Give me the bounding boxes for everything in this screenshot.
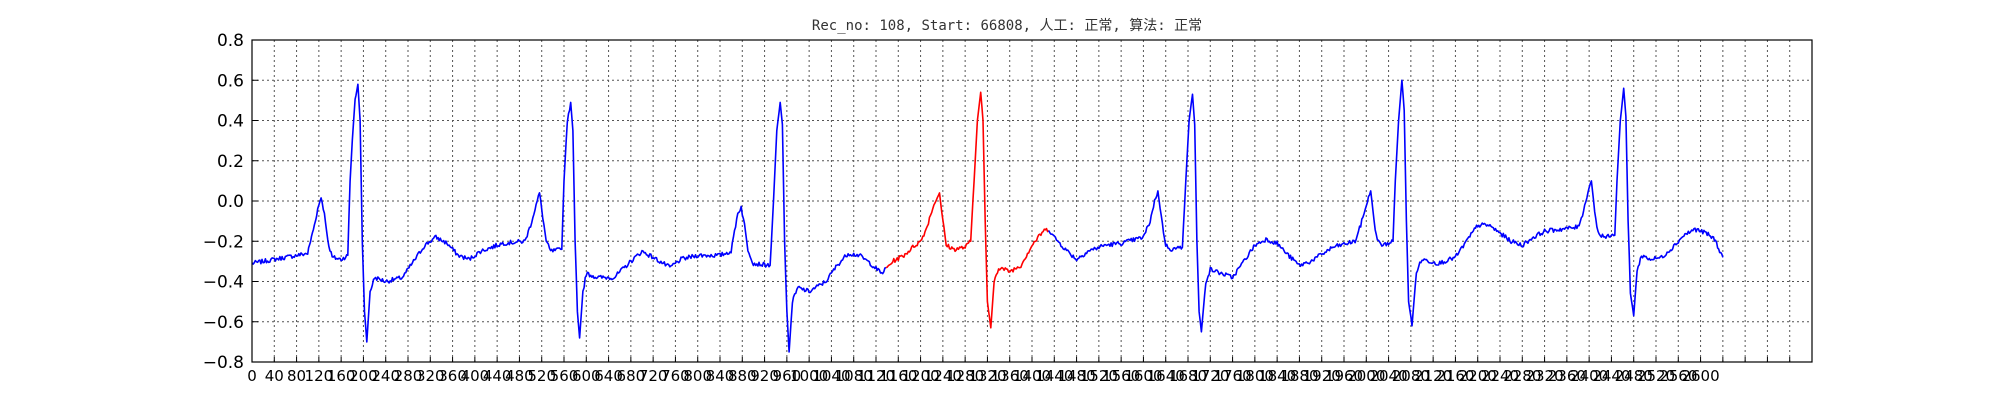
- x-tick-label: 680: [617, 367, 646, 385]
- y-tick-label: −0.6: [203, 313, 244, 333]
- x-tick-label: 880: [728, 367, 757, 385]
- x-tick-label: 720: [639, 367, 668, 385]
- x-tick-label: 400: [461, 367, 490, 385]
- x-tick-label: 320: [416, 367, 445, 385]
- x-tick-label: 1360: [991, 367, 1029, 385]
- x-tick-label: 2240: [1481, 367, 1519, 385]
- x-tick-label: 480: [505, 367, 534, 385]
- x-tick-label: 2360: [1548, 367, 1586, 385]
- x-tick-label: 2320: [1525, 367, 1563, 385]
- x-tick-label: 80: [287, 367, 306, 385]
- x-tick-label: 760: [661, 367, 690, 385]
- x-tick-label: 1440: [1035, 367, 1073, 385]
- x-tick-label: 1840: [1258, 367, 1296, 385]
- x-tick-label: 440: [483, 367, 512, 385]
- y-tick-label: 0.4: [217, 112, 244, 132]
- x-tick-label: 2520: [1637, 367, 1675, 385]
- x-tick-label: 200: [349, 367, 378, 385]
- x-tick-label: 0: [247, 367, 257, 385]
- x-tick-label: 1160: [879, 367, 917, 385]
- x-tick-label: 2440: [1592, 367, 1630, 385]
- x-tick-label: 1720: [1191, 367, 1229, 385]
- y-tick-label: 0.2: [217, 152, 244, 172]
- x-tick-label: 1640: [1147, 367, 1185, 385]
- x-tick-label: 1000: [790, 367, 828, 385]
- x-tick-label: 520: [527, 367, 556, 385]
- x-tick-label: 120: [305, 367, 334, 385]
- x-tick-label: 2080: [1392, 367, 1430, 385]
- x-tick-label: 2200: [1459, 367, 1497, 385]
- x-axis-ticks: 0 40 8012016020024028032036040044048052056…: [247, 357, 1813, 385]
- y-tick-label: 0.6: [217, 71, 244, 91]
- x-tick-label: 800: [683, 367, 712, 385]
- x-tick-label: 2280: [1503, 367, 1541, 385]
- x-tick-label: 1680: [1169, 367, 1207, 385]
- x-tick-label: 160: [327, 367, 356, 385]
- x-tick-label: 600: [572, 367, 601, 385]
- x-tick-label: 1560: [1102, 367, 1140, 385]
- y-tick-label: −0.8: [203, 353, 244, 373]
- x-tick-label: 280: [394, 367, 423, 385]
- x-tick-label: 2040: [1369, 367, 1407, 385]
- x-tick-label: 640: [594, 367, 623, 385]
- x-tick-label: 1280: [946, 367, 984, 385]
- x-tick-label: 2600: [1681, 367, 1719, 385]
- y-tick-label: 0.0: [217, 192, 244, 212]
- ecg-series: [251, 79, 1724, 353]
- x-tick-label: 1120: [857, 367, 895, 385]
- y-tick-label: −0.2: [203, 232, 244, 252]
- x-tick-label: 1600: [1124, 367, 1162, 385]
- y-axis-ticks: −0.8 −0.6 −0.4 −0.2 0.0 0.2 0.4 0.6 0.8: [203, 31, 258, 373]
- x-tick-label: 1320: [968, 367, 1006, 385]
- x-tick-label: 2120: [1414, 367, 1452, 385]
- x-tick-label: 1760: [1213, 367, 1251, 385]
- x-tick-label: 560: [550, 367, 579, 385]
- x-tick-label: 1240: [924, 367, 962, 385]
- y-tick-label: −0.4: [203, 273, 244, 293]
- x-tick-label: 1800: [1236, 367, 1274, 385]
- ecg-trace-segment: [1047, 79, 1724, 333]
- ecg-trace-segment: [251, 83, 887, 353]
- y-tick-label: 0.8: [217, 31, 244, 51]
- x-tick-label: 2000: [1347, 367, 1385, 385]
- x-tick-label: 1400: [1013, 367, 1051, 385]
- x-tick-label: 920: [750, 367, 779, 385]
- x-tick-label: 1040: [812, 367, 850, 385]
- x-tick-label: 1520: [1080, 367, 1118, 385]
- x-tick-label: 2160: [1436, 367, 1474, 385]
- x-tick-label: 960: [773, 367, 802, 385]
- grid-lines: [252, 40, 1812, 362]
- x-tick-label: 1880: [1280, 367, 1318, 385]
- x-tick-label: 360: [438, 367, 467, 385]
- x-tick-label: 1080: [835, 367, 873, 385]
- x-tick-label: 2480: [1615, 367, 1653, 385]
- ecg-highlight-segment: [885, 91, 1050, 329]
- x-tick-label: 840: [706, 367, 735, 385]
- x-tick-label: 2400: [1570, 367, 1608, 385]
- x-tick-label: 1920: [1303, 367, 1341, 385]
- x-tick-label: 2560: [1659, 367, 1697, 385]
- chart-title: Rec_no: 108, Start: 66808, 人工: 正常, 算法: 正…: [812, 18, 1202, 34]
- x-tick-label: 240: [371, 367, 400, 385]
- x-tick-label: 40: [265, 367, 284, 385]
- x-tick-label: 1960: [1325, 367, 1363, 385]
- x-tick-label: 1480: [1057, 367, 1095, 385]
- x-tick-label: 1200: [901, 367, 939, 385]
